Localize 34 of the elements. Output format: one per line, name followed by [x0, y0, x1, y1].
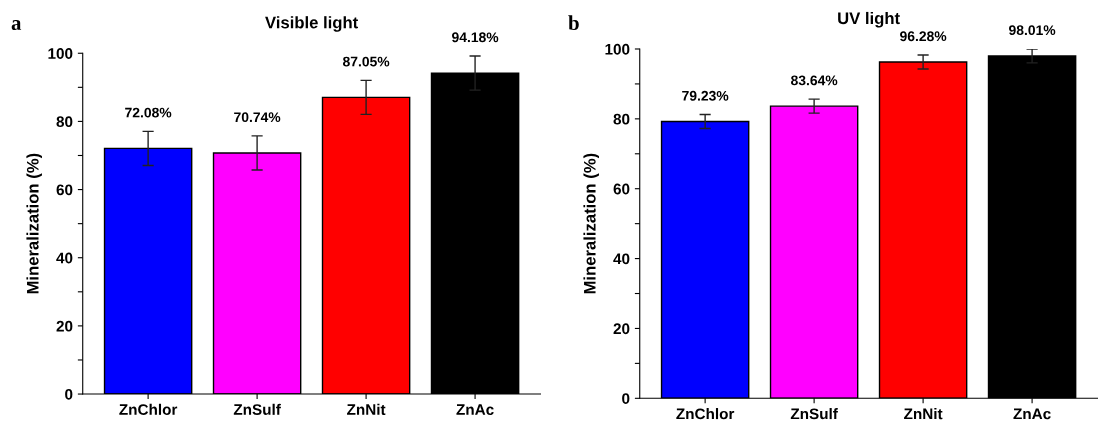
y-tick-label: 0 — [622, 393, 630, 404]
y-tick-label: 60 — [613, 183, 630, 195]
y-tick-label: 80 — [613, 113, 630, 125]
data-label: 83.64% — [791, 75, 838, 86]
x-tick-label: ZnNit — [904, 408, 943, 420]
chart-title: UV light — [838, 11, 900, 28]
text: b — [568, 15, 579, 31]
x-tick-label: ZnSulf — [233, 403, 281, 415]
y-tick-label: 100 — [605, 43, 630, 55]
x-tick-label: ZnAc — [1013, 408, 1051, 420]
data-label: 72.08% — [125, 107, 172, 118]
y-tick-label: 100 — [48, 48, 73, 59]
data-label: 87.05% — [342, 56, 390, 67]
x-tick-label: ZnChlor — [119, 403, 178, 415]
data-label: 98.01% — [1009, 25, 1056, 36]
y-tick-label: 40 — [56, 252, 73, 264]
y-axis-title: Mineralization (%) — [583, 153, 599, 294]
x-tick-label: ZnChlor — [676, 408, 735, 420]
text: a — [11, 20, 22, 31]
x-tick-label: ZnNit — [347, 403, 386, 415]
x-tick-label: ZnSulf — [790, 408, 838, 420]
y-tick-label: 80 — [56, 116, 73, 128]
y-tick-label: 0 — [65, 388, 73, 400]
data-label: 96.28% — [900, 31, 947, 42]
y-tick-label: 60 — [56, 184, 73, 196]
data-label: 70.74% — [234, 112, 281, 123]
y-tick-label: 20 — [613, 323, 630, 335]
x-tick-label: ZnAc — [456, 404, 494, 415]
data-label: 94.18% — [452, 32, 499, 43]
y-tick-label: 40 — [613, 253, 630, 265]
y-axis-title: Mineralization (%) — [26, 153, 42, 294]
y-tick-label: 20 — [56, 320, 73, 332]
data-label: 79.23% — [682, 90, 729, 101]
chart-title: Visible light — [265, 16, 359, 32]
